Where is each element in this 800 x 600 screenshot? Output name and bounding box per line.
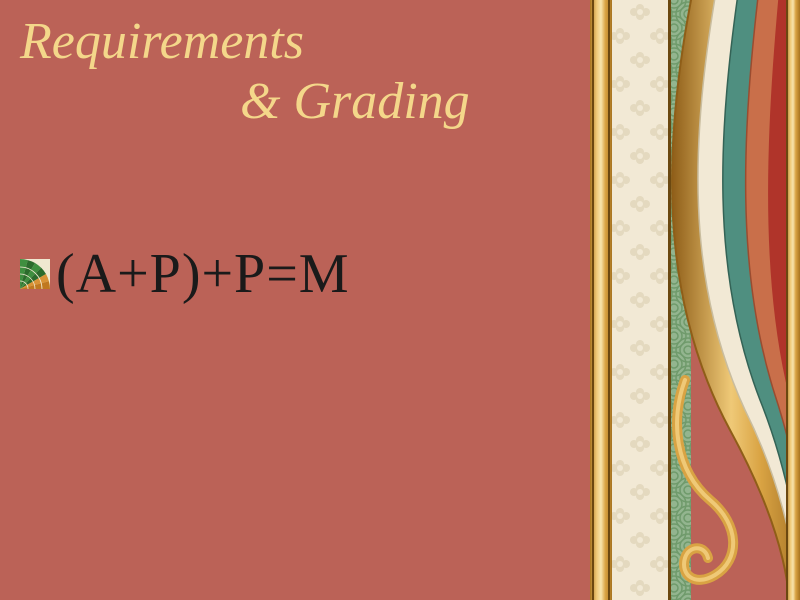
- bullet-item: (A+P)+P=M: [20, 242, 570, 306]
- side-ornament-svg: [590, 0, 800, 600]
- decorative-side-panel: [590, 0, 800, 600]
- main-content-panel: Requirements & Grading (A+P)+P=M: [0, 0, 590, 600]
- fan-bullet-icon: [20, 259, 50, 289]
- title-line-1: Requirements: [20, 12, 570, 72]
- formula-text: (A+P)+P=M: [56, 242, 350, 306]
- title-line-2: & Grading: [20, 72, 570, 132]
- slide-title: Requirements & Grading: [20, 12, 570, 132]
